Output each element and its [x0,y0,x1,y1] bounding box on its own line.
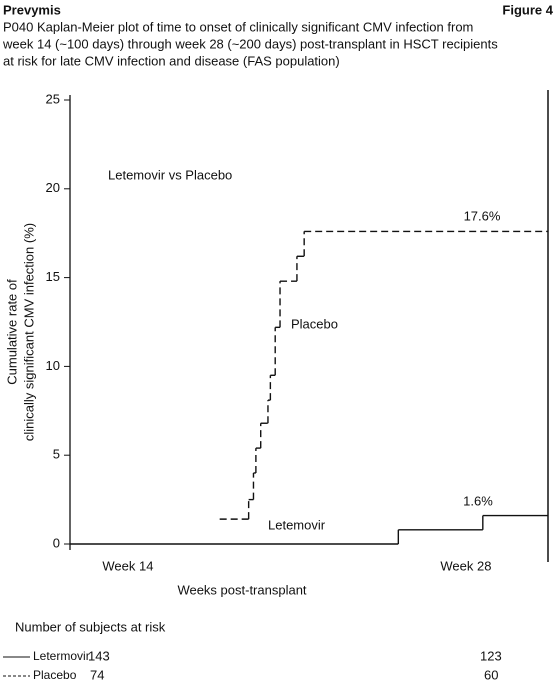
at-risk-count: 60 [484,667,498,682]
y-tick-label: 0 [53,535,60,550]
x-tick-label: Week 14 [102,558,153,573]
chart-title: week 14 (~100 days) through week 28 (~20… [2,36,498,51]
at-risk-title: Number of subjects at risk [15,619,166,634]
annotation: 17.6% [464,208,501,223]
chart-title: P040 Kaplan-Meier plot of time to onset … [3,19,473,34]
y-tick-label: 5 [53,447,60,462]
brand: Prevymis [3,2,61,17]
figure-label: Figure 4 [502,2,553,17]
at-risk-count: 123 [480,648,502,663]
annotation: 1.6% [463,493,493,508]
y-tick-label: 15 [46,269,60,284]
annotation: Placebo [291,316,338,331]
chart-title: at risk for late CMV infection and disea… [3,53,340,68]
y-tick-label: 10 [46,358,60,373]
y-axis-label: Cumulative rate of [4,279,19,385]
legend-label: Letermovir [33,649,90,663]
y-tick-label: 25 [46,91,60,106]
at-risk-count: 74 [90,667,104,682]
at-risk-count: 143 [88,648,110,663]
x-axis-label: Weeks post-transplant [177,582,306,597]
x-tick-label: Week 28 [440,558,491,573]
annotation: Letemovir vs Placebo [108,167,232,182]
annotation: Letemovir [268,517,326,532]
legend-label: Placebo [33,668,77,682]
y-axis-label: clinically significant CMV infection (%) [21,223,36,441]
y-tick-label: 20 [46,180,60,195]
